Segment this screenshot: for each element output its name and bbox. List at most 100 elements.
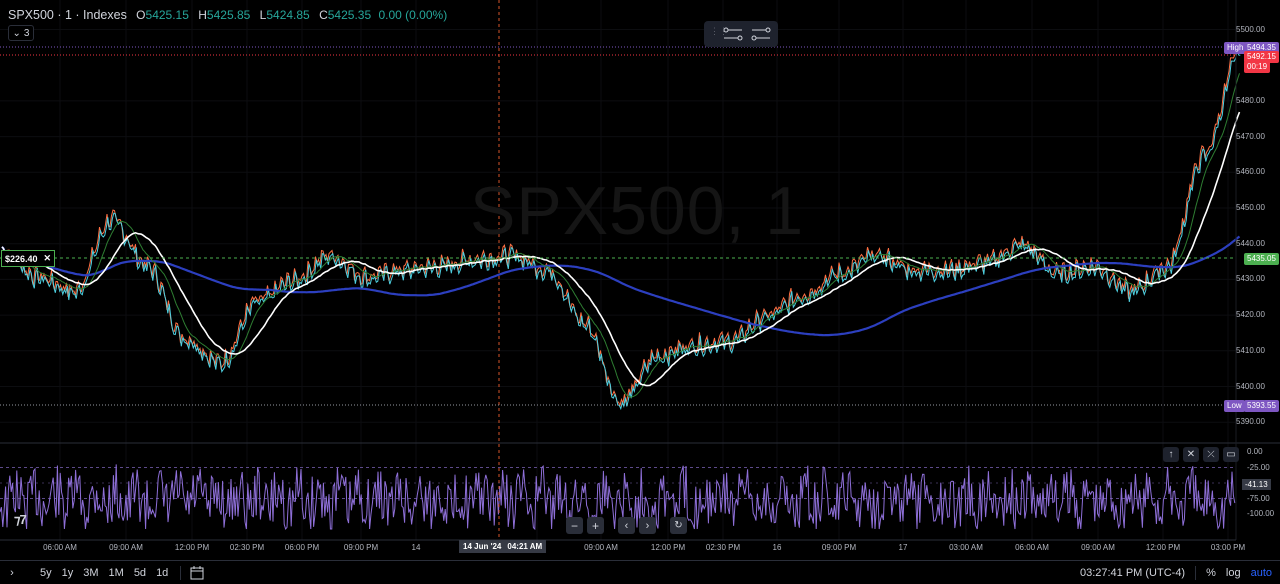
scroll-left-button[interactable]: ‹ — [618, 517, 635, 534]
measure-tool-icon[interactable] — [750, 25, 772, 43]
price-tick-label: 5420.00 — [1236, 310, 1265, 320]
price-tick-label: 5390.00 — [1236, 417, 1265, 427]
maximize-icon: ▭ — [1226, 449, 1236, 460]
time-tick-label: 17 — [898, 543, 908, 552]
low-tag-value: 5393.55 — [1244, 400, 1279, 412]
scroll-right-button[interactable]: › — [639, 517, 656, 534]
chart-navigation: − + ‹ › ↻ — [566, 517, 687, 534]
chart-legend: SPX500 · 1 · Indexes O5425.15 H5425.85 L… — [8, 8, 447, 22]
close-pane-button[interactable]: ✕ — [1183, 447, 1199, 462]
zoom-out-button[interactable]: − — [566, 517, 583, 534]
plus-icon: + — [591, 518, 599, 533]
price-tick-label: 5450.00 — [1236, 203, 1265, 212]
close-icon[interactable]: ✕ — [43, 253, 52, 263]
crosshair-date: 14 Jun '24 — [463, 542, 502, 551]
time-tick-label: 06:00 PM — [284, 543, 320, 552]
range-button-1M[interactable]: 1M — [108, 566, 124, 579]
time-tick-label: 06:00 AM — [1015, 543, 1049, 552]
crosshair-time: 04:21 AM — [507, 542, 543, 551]
price-tick-label: 5410.00 — [1236, 345, 1265, 355]
crosshair-price-tag: 5435.05 — [1244, 253, 1279, 265]
price-tick-label: 5470.00 — [1236, 131, 1265, 141]
ruler-tool-icon[interactable] — [722, 25, 744, 43]
high-tag-label: High — [1224, 42, 1247, 54]
crosshair-time-tag: 14 Jun '24 04:21 AM — [459, 540, 547, 553]
high-value: 5425.85 — [206, 8, 251, 22]
oscillator-grid — [0, 467, 1236, 499]
moving-average-slow — [1, 235, 1241, 337]
low-tag-label: Low — [1224, 400, 1245, 412]
bottom-toolbar: › 5y 1y 3M 1M 5d 1d 03:27:41 PM (UTC-4) % log… — [0, 560, 1280, 584]
time-tick-label: 02:30 PM — [705, 543, 741, 552]
time-tick-label: 06:00 AM — [43, 543, 77, 552]
price-tick-label: 5430.00 — [1236, 274, 1265, 284]
time-tick-label: 09:00 AM — [1081, 543, 1115, 552]
low-value: 5424.85 — [266, 8, 310, 22]
log-scale-button[interactable]: log — [1225, 566, 1241, 579]
oscillator-current-value: -41.13 — [1242, 479, 1271, 490]
last-price-tag: 5492.15 — [1244, 51, 1279, 63]
arrow-up-icon: ↑ — [1168, 449, 1174, 460]
time-tick-label: 09:00 PM — [343, 543, 379, 552]
drag-handle-icon[interactable]: ⋮⋮ — [710, 26, 728, 36]
oscillator-line — [0, 464, 1236, 531]
price-tick-label: 5480.00 — [1236, 95, 1265, 105]
oscillator-tick-label: -25.00 — [1247, 462, 1270, 472]
time-tick-label: 12:00 PM — [1145, 543, 1181, 552]
floating-drawing-toolbar[interactable]: ⋮⋮ — [704, 21, 778, 47]
chart-canvas[interactable] — [0, 0, 1280, 560]
maximize-pane-button[interactable]: ▭ — [1223, 447, 1239, 462]
moving-average-mid — [1, 73, 1240, 399]
moving-average-fast — [1, 111, 1241, 387]
percent-scale-button[interactable]: % — [1206, 566, 1216, 579]
high-label: H — [198, 8, 207, 22]
time-tick-label: 09:00 PM — [821, 543, 857, 552]
symbol-title[interactable]: SPX500 · 1 · Indexes — [8, 8, 127, 22]
symbol-watermark: SPX500, 1 — [470, 173, 805, 249]
price-tick-label: 5460.00 — [1236, 167, 1265, 177]
range-button-1d[interactable]: 1d — [156, 566, 169, 579]
time-tick-label: 12:00 PM — [650, 543, 686, 552]
price-tick-label: 5400.00 — [1236, 381, 1265, 391]
time-tick-label: 16 — [772, 543, 782, 552]
chevron-right-icon[interactable]: › — [10, 566, 14, 579]
collapse-pane-button[interactable]: ⤫ — [1203, 447, 1219, 462]
indicator-count: 3 — [23, 27, 30, 39]
position-badge[interactable]: $226.40 ✕ — [1, 250, 56, 267]
time-tick-label: 02:30 PM — [229, 543, 265, 552]
calendar-icon[interactable] — [189, 565, 205, 581]
range-button-1y[interactable]: 1y — [61, 566, 74, 579]
range-button-3M[interactable]: 3M — [83, 566, 99, 579]
clock-timezone[interactable]: 03:27:41 PM (UTC-4) — [1079, 566, 1186, 579]
tradingview-logo-icon[interactable]: ⁊7 — [14, 512, 27, 527]
open-value: 5425.15 — [145, 8, 189, 22]
time-tick-label: 14 — [411, 543, 421, 552]
range-button-5y[interactable]: 5y — [40, 566, 52, 579]
move-pane-up-button[interactable]: ↑ — [1163, 447, 1179, 462]
chevron-right-icon: › — [645, 519, 650, 532]
pane-controls: ↑ ✕ ⤫ ▭ — [1163, 447, 1239, 462]
open-label: O — [136, 8, 146, 22]
range-button-5d[interactable]: 5d — [133, 566, 147, 579]
reset-chart-button[interactable]: ↻ — [670, 517, 687, 534]
change-value: 0.00 (0.00%) — [378, 8, 448, 22]
price-tick-label: 5440.00 — [1236, 238, 1265, 248]
position-value: $226.40 — [5, 253, 38, 264]
oscillator-tick-label: -75.00 — [1247, 493, 1270, 503]
time-tick-label: 09:00 AM — [584, 543, 618, 552]
auto-scale-button[interactable]: auto — [1250, 566, 1272, 579]
countdown-tag: 00:19 — [1244, 61, 1271, 73]
chevron-down-icon: ⌄ — [12, 27, 21, 39]
close-label: C — [319, 8, 328, 22]
close-value: 5425.35 — [327, 8, 372, 22]
toolbar-divider — [180, 565, 182, 580]
time-tick-label: 09:00 AM — [109, 543, 143, 552]
price-tick-label: 5500.00 — [1236, 24, 1265, 34]
close-icon: ✕ — [1186, 449, 1196, 460]
time-tick-label: 12:00 PM — [174, 543, 210, 552]
chevron-left-icon: ‹ — [624, 519, 629, 532]
collapse-icon: ⤫ — [1207, 449, 1215, 459]
indicators-collapse-button[interactable]: ⌄ 3 — [8, 25, 34, 41]
time-tick-label: 03:00 AM — [949, 543, 983, 552]
zoom-in-button[interactable]: + — [587, 517, 604, 534]
